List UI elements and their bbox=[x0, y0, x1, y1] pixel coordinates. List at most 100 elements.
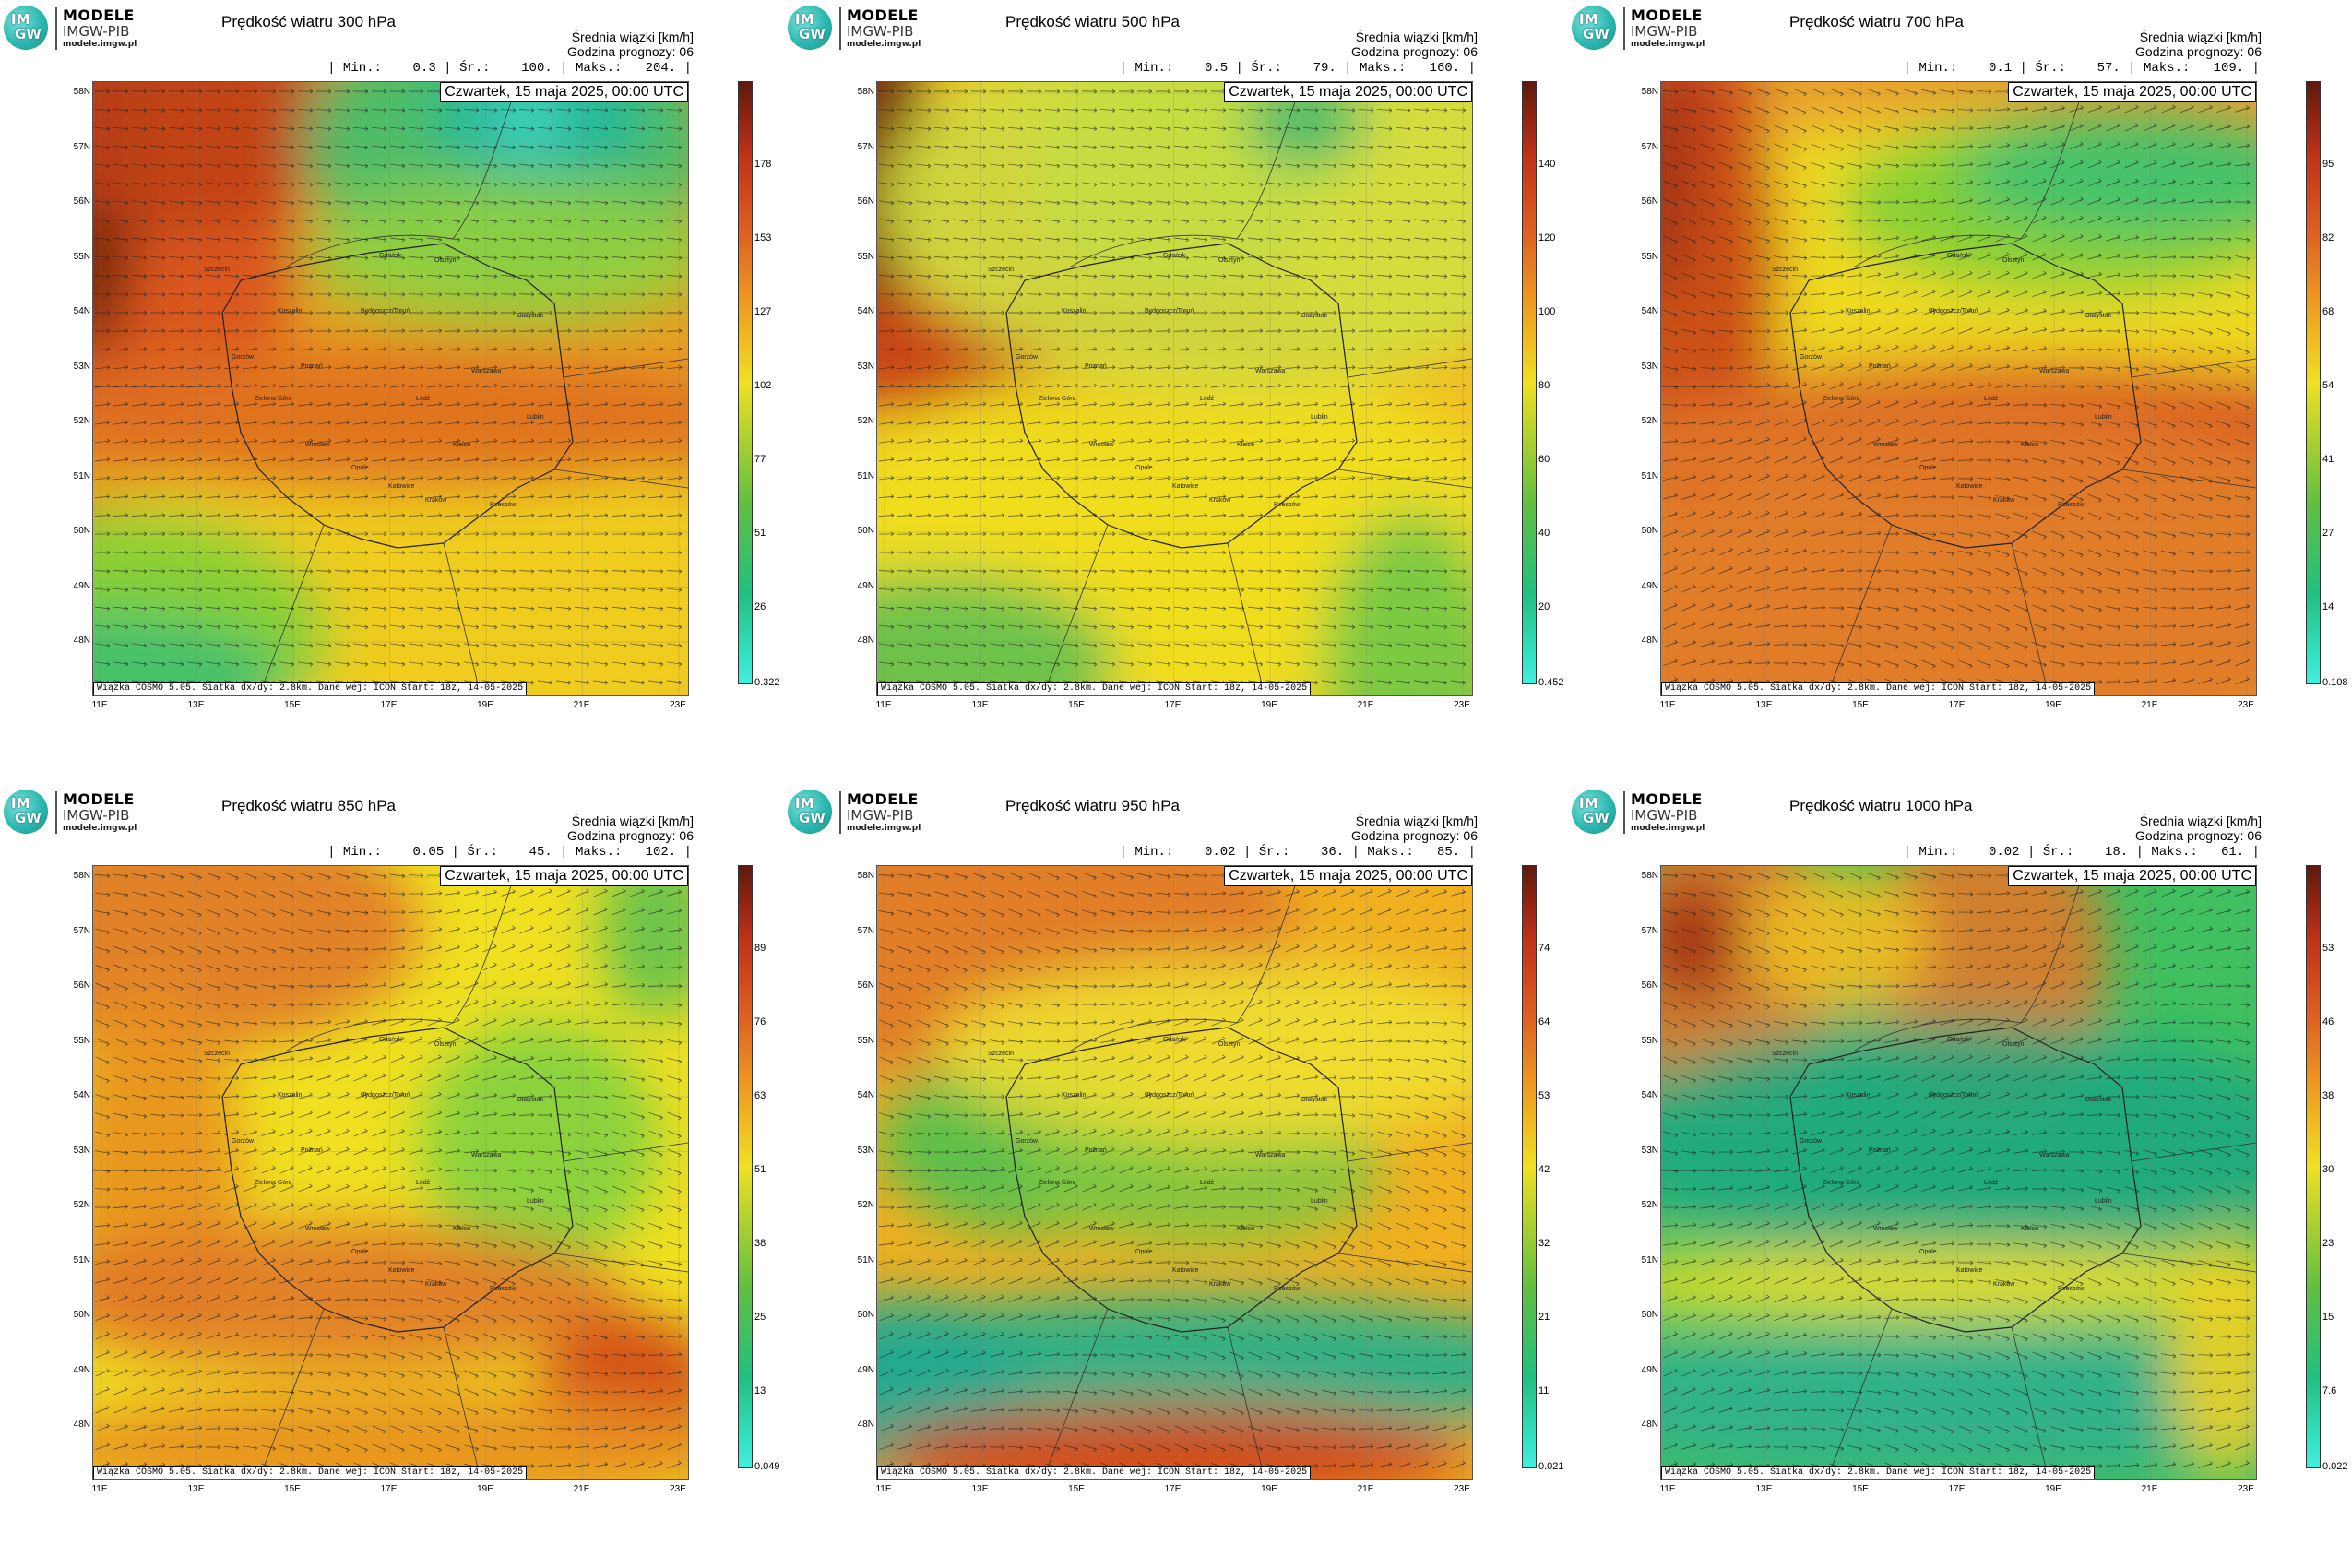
latitude-axis: 58N 57N 56N 55N 54N 53N 52N 51N 50N 49N 48N bbox=[1623, 865, 1658, 1479]
country-border bbox=[1789, 243, 2142, 549]
model-footer: Wiązka COSMO 5.05. Siatka dx/dy: 2.8km. … bbox=[93, 1466, 528, 1479]
lat-tick-label: 53N bbox=[1641, 361, 1658, 372]
city-label: Poznań bbox=[301, 1147, 323, 1154]
logo-im: IM bbox=[795, 11, 814, 28]
lat-tick-label: 57N bbox=[1641, 925, 1658, 936]
city-label: Szczecin bbox=[1772, 267, 1798, 273]
info-block: Średnia wiązki [km/h] Godzina prognozy: 0… bbox=[2135, 814, 2262, 843]
city-label: Poznań bbox=[1869, 363, 1891, 370]
lat-tick-label: 52N bbox=[73, 416, 90, 426]
colorbar bbox=[1522, 865, 1537, 1468]
colorbar-tick-label: 53 bbox=[2322, 943, 2334, 954]
logo-name: MODELE bbox=[63, 790, 135, 808]
lat-tick-label: 53N bbox=[1641, 1145, 1658, 1156]
city-label: Wrocław bbox=[1089, 1226, 1115, 1232]
lat-tick-label: 53N bbox=[857, 361, 874, 372]
panel-title: Prędkość wiatru 700 hPa bbox=[1789, 13, 1964, 30]
city-label: Kraków bbox=[1993, 497, 2015, 504]
lon-tick-label: 23E bbox=[670, 1484, 686, 1494]
city-label: Opole bbox=[1919, 1249, 1937, 1255]
city-label: Kraków bbox=[1993, 1281, 2015, 1288]
colorbar-tick-label: 30 bbox=[2322, 1164, 2334, 1175]
city-label: Olsztyn bbox=[1218, 1041, 1240, 1048]
colorbar-tick-label: 26 bbox=[754, 601, 766, 612]
city-label: Białystok bbox=[517, 313, 544, 319]
lat-tick-label: 51N bbox=[857, 470, 874, 481]
colorbar-tick-label: 0.452 bbox=[1538, 677, 1564, 688]
city-label: Katowice bbox=[388, 1267, 415, 1274]
stats-line: | Min.: 0.02 | Śr.: 36. | Maks.: 85. | bbox=[1119, 845, 1476, 860]
city-label: Szczecin bbox=[988, 1051, 1014, 1057]
lat-tick-label: 54N bbox=[1641, 1090, 1658, 1100]
logo-gw: GW bbox=[15, 810, 42, 826]
colorbar-tick-label: 13 bbox=[754, 1385, 766, 1396]
country-border bbox=[221, 1027, 574, 1333]
field-blob bbox=[877, 1295, 1472, 1443]
city-label: Białystok bbox=[2085, 313, 2112, 319]
lat-tick-label: 48N bbox=[857, 1420, 874, 1430]
colorbar-tick-label: 102 bbox=[754, 380, 772, 391]
model-footer: Wiązka COSMO 5.05. Siatka dx/dy: 2.8km. … bbox=[1661, 1466, 2096, 1479]
city-label: Koszalin bbox=[278, 308, 303, 315]
lon-tick-label: 11E bbox=[1659, 700, 1676, 710]
logo-divider bbox=[839, 791, 841, 834]
city-label: Łódź bbox=[416, 1180, 431, 1186]
city-label: Warszawa bbox=[2039, 1152, 2070, 1158]
wind-field-svg: Gdańsk Olsztyn Koszalin Bydgoszcz/Toruń Biał… bbox=[1661, 866, 2256, 1479]
longitude-axis: 11E 13E 15E 17E 19E 21E 23E bbox=[1659, 1480, 2255, 1495]
colorbar-tick-label: 14 bbox=[2322, 601, 2334, 612]
field-blob bbox=[1661, 1325, 2256, 1474]
imgw-logo: IM GW MODELE IMGW-PIB modele.imgw.pl bbox=[4, 4, 160, 52]
lon-tick-label: 15E bbox=[1068, 700, 1085, 710]
wind-arrows bbox=[1662, 870, 2251, 1471]
colorbar-tick-label: 51 bbox=[754, 528, 766, 539]
lon-tick-label: 19E bbox=[1261, 1484, 1277, 1494]
model-footer: Wiązka COSMO 5.05. Siatka dx/dy: 2.8km. … bbox=[877, 682, 1312, 695]
colorbar-tick-label: 178 bbox=[754, 159, 772, 170]
colorbar-labels: 74 64 53 42 32 21 11 0.021 bbox=[1538, 865, 1575, 1472]
lat-tick-label: 55N bbox=[857, 1035, 874, 1046]
lat-tick-label: 51N bbox=[1641, 1254, 1658, 1265]
logo-divider bbox=[1623, 791, 1625, 834]
colorbar-tick-label: 7.6 bbox=[2322, 1385, 2337, 1396]
lat-tick-label: 57N bbox=[857, 925, 874, 936]
city-label: Bydgoszcz/Toruń bbox=[361, 308, 410, 315]
info-line-forecast-hour: Godzina prognozy: 06 bbox=[2135, 828, 2262, 843]
longitude-axis: 11E 13E 15E 17E 19E 21E 23E bbox=[1659, 696, 2255, 711]
logo-divider bbox=[839, 7, 841, 50]
city-label: Kielce bbox=[1237, 1226, 1254, 1232]
lon-tick-label: 11E bbox=[91, 1484, 108, 1494]
colorbar-tick-label: 68 bbox=[2322, 306, 2334, 317]
city-label: Poznań bbox=[301, 363, 323, 370]
panel-title: Prędkość wiatru 850 hPa bbox=[221, 797, 396, 814]
lon-tick-label: 13E bbox=[1755, 1484, 1773, 1494]
field-blob bbox=[93, 1221, 629, 1370]
city-label: Wrocław bbox=[1873, 1226, 1899, 1232]
lon-tick-label: 11E bbox=[875, 700, 892, 710]
lat-tick-label: 58N bbox=[73, 871, 90, 881]
field-blob bbox=[420, 1019, 659, 1265]
colorbar-tick-label: 0.322 bbox=[754, 677, 780, 688]
info-block: Średnia wiązki [km/h] Godzina prognozy: 0… bbox=[2135, 30, 2262, 59]
city-label: Lublin bbox=[1311, 1198, 1328, 1205]
lat-tick-label: 55N bbox=[73, 1035, 90, 1046]
colorbar-tick-label: 32 bbox=[1538, 1238, 1550, 1249]
colorbar-tick-label: 64 bbox=[1538, 1016, 1550, 1028]
lat-tick-label: 49N bbox=[857, 580, 874, 591]
date-label: Czwartek, 15 maja 2025, 00:00 UTC bbox=[2008, 82, 2256, 102]
city-label: Koszalin bbox=[1846, 1092, 1871, 1099]
colorbar-tick-label: 77 bbox=[754, 454, 766, 465]
city-label: Gdańsk bbox=[1947, 1037, 1970, 1043]
lat-tick-label: 56N bbox=[1641, 196, 1658, 207]
panel-title: Prędkość wiatru 950 hPa bbox=[1005, 797, 1180, 814]
lon-tick-label: 23E bbox=[1454, 700, 1470, 710]
lon-tick-label: 21E bbox=[2141, 700, 2158, 710]
city-label: Gdańsk bbox=[1163, 1037, 1186, 1043]
city-label: Katowice bbox=[388, 483, 415, 490]
logo-org: IMGW-PIB bbox=[63, 807, 130, 824]
lat-tick-label: 55N bbox=[73, 251, 90, 262]
info-block: Średnia wiązki [km/h] Godzina prognozy: 0… bbox=[567, 30, 694, 59]
lon-tick-label: 13E bbox=[187, 1484, 205, 1494]
logo-gw: GW bbox=[15, 26, 42, 42]
city-label: Gorzów bbox=[1800, 354, 1823, 361]
